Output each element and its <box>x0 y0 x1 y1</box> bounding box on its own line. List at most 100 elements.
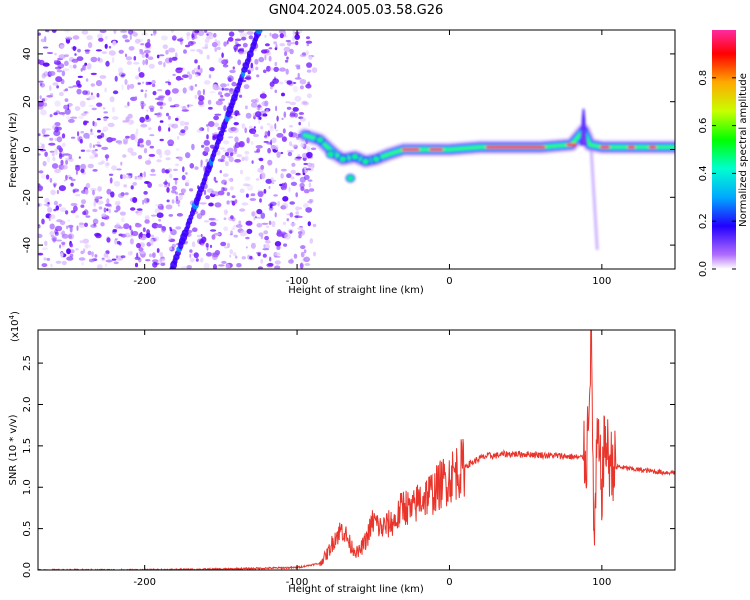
noise-dot <box>281 92 285 97</box>
noise-dot <box>146 109 149 112</box>
signal-tail <box>589 149 599 250</box>
noise-dot <box>75 215 80 219</box>
noise-dot <box>267 130 271 137</box>
noise-dot <box>133 132 138 138</box>
noise-dot <box>248 125 253 129</box>
noise-dot <box>250 141 254 145</box>
noise-dot <box>73 64 77 69</box>
noise-dot <box>248 35 254 40</box>
noise-dot <box>256 148 261 153</box>
noise-dot <box>66 256 74 261</box>
noise-dot <box>205 195 211 200</box>
noise-dot <box>110 137 117 141</box>
noise-dot <box>213 263 217 269</box>
noise-dot <box>194 59 198 64</box>
noise-dot <box>260 259 264 264</box>
noise-dot <box>165 89 171 96</box>
noise-dot <box>116 168 122 171</box>
noise-dot <box>94 254 98 258</box>
noise-dot <box>227 83 230 87</box>
noise-dot <box>284 51 288 56</box>
noise-dot <box>221 154 226 160</box>
noise-dot <box>310 163 315 168</box>
x-tick-label: 0 <box>446 577 452 588</box>
noise-dot <box>108 208 111 214</box>
noise-dot <box>80 112 87 116</box>
noise-dot <box>129 83 135 89</box>
noise-dot <box>70 182 74 187</box>
noise-dot <box>80 204 85 208</box>
noise-dot <box>77 135 80 142</box>
noise-dot <box>295 156 303 159</box>
noise-dot <box>154 208 161 214</box>
noise-dot <box>40 38 46 43</box>
noise-dot <box>169 173 173 179</box>
noise-dot <box>134 262 139 268</box>
noise-dot <box>206 252 212 257</box>
noise-dot <box>299 85 304 90</box>
noise-dot <box>41 128 46 135</box>
noise-dot <box>156 212 164 218</box>
noise-dot <box>226 200 230 205</box>
noise-dot <box>52 82 59 86</box>
noise-dot <box>250 211 257 217</box>
noise-dot <box>247 184 254 191</box>
diagonal-streak <box>169 30 263 269</box>
noise-dot <box>86 35 93 41</box>
noise-dot <box>87 163 94 169</box>
noise-dot <box>204 38 210 43</box>
noise-dot <box>166 187 170 193</box>
noise-dot <box>208 202 214 207</box>
noise-dot <box>105 259 113 263</box>
noise-dot <box>295 211 300 215</box>
noise-dot <box>90 187 97 192</box>
noise-dot <box>260 164 265 170</box>
noise-dot <box>267 159 273 166</box>
noise-dot <box>238 141 245 148</box>
noise-dot <box>79 100 86 108</box>
noise-dot <box>255 216 262 219</box>
noise-dot <box>166 199 170 203</box>
noise-dot <box>295 192 299 198</box>
noise-dot <box>75 165 81 172</box>
colorbar-tick-label: 0.4 <box>698 165 709 181</box>
noise-dot <box>197 238 204 245</box>
noise-dot <box>111 258 117 261</box>
noise-dot <box>159 106 163 110</box>
noise-dot <box>233 44 239 51</box>
noise-dot <box>274 47 278 51</box>
noise-dot <box>171 123 179 129</box>
noise-dot <box>150 33 153 36</box>
signal-hot-core <box>429 148 444 151</box>
noise-dot <box>177 204 180 207</box>
noise-dot <box>145 139 152 146</box>
noise-dot <box>116 240 121 245</box>
noise-dot <box>241 202 249 206</box>
noise-dot <box>189 188 194 192</box>
noise-dot <box>245 246 248 249</box>
noise-dot <box>228 77 232 82</box>
noise-dot <box>181 109 189 112</box>
noise-dot <box>165 49 169 55</box>
noise-dot <box>223 226 229 231</box>
noise-dot <box>168 234 172 241</box>
noise-dot <box>51 236 57 242</box>
noise-dot <box>65 159 69 165</box>
x-tick-label: 0 <box>446 276 452 287</box>
noise-dot <box>101 129 106 132</box>
noise-dot <box>175 75 182 81</box>
noise-dot <box>47 207 53 213</box>
noise-dot <box>149 238 154 245</box>
noise-dot <box>166 112 169 117</box>
noise-dot <box>101 213 107 218</box>
noise-dot <box>200 257 204 263</box>
noise-dot <box>264 54 267 61</box>
noise-dot <box>290 169 296 174</box>
noise-dot <box>211 234 216 240</box>
noise-dot <box>269 124 274 129</box>
noise-dot <box>213 32 217 38</box>
noise-dot <box>185 44 190 48</box>
noise-dot <box>266 141 272 145</box>
noise-dot <box>165 81 170 84</box>
noise-dot <box>53 112 58 116</box>
